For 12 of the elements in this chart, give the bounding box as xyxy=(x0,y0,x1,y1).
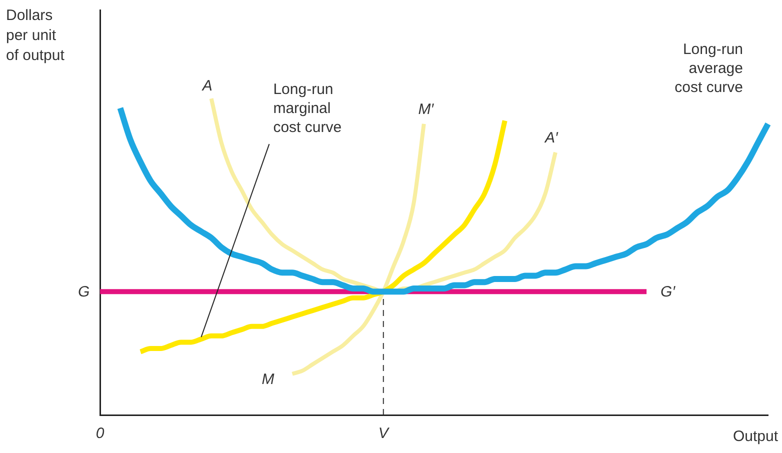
text: G xyxy=(78,284,90,301)
x-axis-title: Output xyxy=(732,428,779,445)
annotation: M′ xyxy=(418,100,435,118)
x-tick-label: V xyxy=(378,425,390,442)
annotation: M xyxy=(262,370,275,388)
annotation: Long-run marginal cost curve xyxy=(273,81,342,136)
y-axis-title: Dollars per unit of output xyxy=(6,7,66,64)
x-tick-label: 0 xyxy=(96,425,105,442)
text: Long-run average cost curve xyxy=(674,40,743,96)
annotation: A′ xyxy=(544,129,560,146)
text: A xyxy=(201,78,212,95)
annotation: G′ xyxy=(660,284,676,301)
